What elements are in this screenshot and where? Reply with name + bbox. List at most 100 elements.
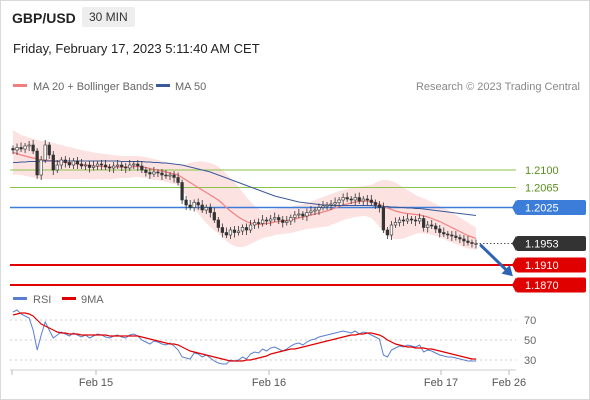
x-tick-label: Feb 17 [424,377,458,389]
candle [124,163,128,173]
candle [385,227,390,239]
candle [144,167,148,177]
candle [313,207,317,215]
candle [176,172,180,186]
candle [136,160,140,171]
ma9-legend-label: 9MA [81,294,104,306]
candle [349,196,353,204]
candle [430,220,434,229]
candle [365,195,369,205]
candle [277,214,281,224]
candle [317,203,321,215]
level-label: 1.2065 [525,183,559,195]
level-label: 1.2025 [525,203,559,215]
level-label: 1.1870 [525,280,559,292]
candle [55,160,59,173]
candle [200,200,204,213]
candle [59,157,63,169]
candle [256,218,261,229]
candle [43,140,47,163]
ma50-legend-label: MA 50 [175,81,206,93]
candle [305,208,309,221]
timeframe-button[interactable]: 30 MIN [82,7,135,27]
candle [19,142,23,152]
candle [180,179,184,204]
x-tick-label: Feb 26 [492,377,526,389]
candle [470,239,474,248]
candle [232,226,237,238]
candle [236,226,241,236]
candle [401,216,406,226]
ma20-legend-label: MA 20 + Bollinger Bands [33,81,154,93]
candle [11,145,15,154]
candle [414,216,418,226]
candle [23,143,27,153]
candle [39,156,43,180]
candle [442,227,446,237]
candle [297,209,301,218]
candle [405,214,410,224]
instrument-title: GBP/USD [12,10,76,26]
level-tag-last [516,236,586,251]
candle [216,217,220,232]
level-label: 1.1953 [525,239,559,251]
candle [285,216,289,226]
candle [192,199,196,212]
candle [208,203,212,218]
candle [337,197,341,207]
candle [361,196,365,205]
candle [244,223,249,235]
candle [248,220,253,233]
x-tick-label: Feb 16 [252,377,286,389]
candle [87,161,92,173]
candle [345,192,349,202]
candle [240,224,245,235]
candle [353,193,357,205]
candle [220,223,224,238]
copyright-text: Research © 2023 Trading Central [416,81,580,93]
rsi-tick-label: 30 [524,355,536,367]
candle [293,211,297,223]
candle [269,215,273,226]
forecast-arrow-head [501,265,513,277]
candle [426,221,430,233]
candle [309,206,313,216]
level-tag-pivot [516,200,586,215]
candle [377,201,381,213]
level-tag-pointer [512,277,516,293]
candle [99,160,104,170]
candle [112,162,116,173]
candle [168,172,172,180]
candle [152,167,156,177]
candle [289,214,293,225]
candle [164,170,168,179]
ma50-line [13,160,477,216]
candle [103,160,108,170]
candle [341,193,345,205]
candle [83,162,88,170]
candle [329,200,333,210]
candle [418,213,422,224]
bollinger-band-area [13,130,476,250]
candle [184,196,188,210]
candle [35,148,39,179]
candle [63,156,67,168]
candle [422,215,426,232]
rsi-legend-swatch [13,297,27,300]
candle [462,235,466,246]
level-label: 1.2100 [525,165,559,177]
candle [75,157,80,169]
candle [212,207,216,223]
level-tag-support [516,257,586,273]
candle [466,236,470,246]
candle [252,219,257,229]
candle [91,161,96,171]
candle [188,200,192,211]
candle [458,234,462,243]
candle [79,159,84,169]
candle [438,225,442,238]
candle [116,160,120,169]
candle [446,231,450,239]
candle [71,158,75,169]
